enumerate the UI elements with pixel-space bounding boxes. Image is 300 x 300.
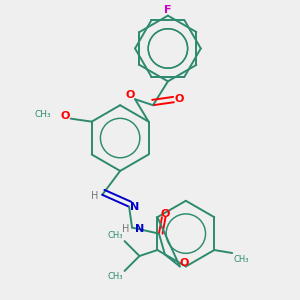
Text: O: O [180,259,189,269]
Text: O: O [60,111,70,121]
Text: CH₃: CH₃ [107,231,123,240]
Text: N: N [130,202,139,212]
Text: F: F [164,5,172,15]
Text: N: N [135,224,144,234]
Text: CH₃: CH₃ [234,254,249,263]
Text: O: O [175,94,184,104]
Text: H: H [122,224,129,234]
Text: CH₃: CH₃ [107,272,123,281]
Text: CH₃: CH₃ [35,110,51,119]
Text: O: O [160,209,170,219]
Text: O: O [125,90,134,100]
Text: H: H [91,191,98,201]
